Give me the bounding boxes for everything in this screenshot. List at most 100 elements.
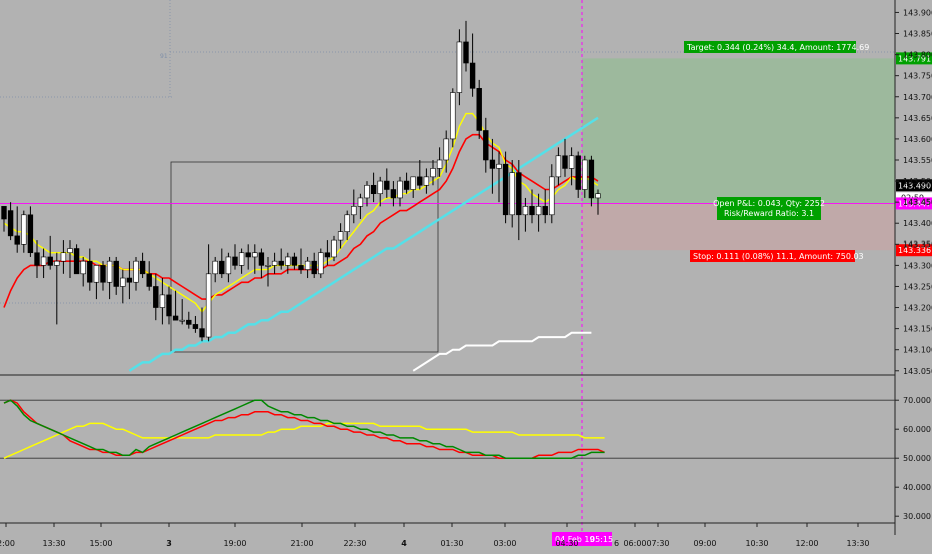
candle[interactable] — [47, 235, 53, 270]
candle[interactable] — [172, 290, 179, 321]
candle[interactable] — [166, 286, 172, 325]
candle[interactable] — [93, 265, 100, 300]
candle[interactable] — [1, 206, 7, 232]
candle[interactable] — [496, 151, 502, 203]
time-tick-label: 15:00 — [89, 539, 112, 548]
candle[interactable] — [14, 206, 20, 253]
candle[interactable] — [146, 261, 152, 291]
annotation-label: 91 — [160, 53, 168, 60]
candle-body — [278, 260, 284, 266]
candle[interactable] — [476, 79, 482, 139]
candle[interactable] — [245, 244, 251, 270]
candle[interactable] — [27, 206, 34, 257]
candle[interactable] — [463, 20, 469, 72]
candle[interactable] — [120, 269, 126, 304]
candle[interactable] — [258, 248, 265, 279]
candle[interactable] — [252, 244, 258, 274]
candle[interactable] — [469, 33, 476, 97]
candle[interactable] — [370, 172, 377, 203]
candle[interactable] — [384, 168, 390, 198]
candle[interactable] — [509, 159, 515, 228]
candle[interactable] — [549, 164, 555, 224]
candle[interactable] — [357, 193, 364, 220]
candle[interactable] — [87, 248, 93, 291]
candle[interactable] — [186, 311, 192, 329]
candle[interactable] — [529, 189, 535, 224]
candle[interactable] — [324, 240, 331, 266]
candle[interactable] — [291, 252, 298, 270]
candle[interactable] — [126, 261, 133, 300]
candle[interactable] — [80, 256, 86, 287]
candle[interactable] — [212, 256, 218, 283]
candle[interactable] — [397, 176, 403, 207]
candle[interactable] — [67, 240, 73, 279]
candle[interactable] — [542, 189, 548, 224]
candle[interactable] — [535, 193, 542, 232]
candle[interactable] — [423, 168, 430, 194]
candle[interactable] — [311, 252, 317, 279]
candle[interactable] — [304, 256, 311, 279]
candle[interactable] — [73, 244, 80, 275]
candle[interactable] — [555, 147, 562, 186]
candle[interactable] — [232, 244, 238, 270]
candle[interactable] — [522, 197, 529, 232]
candle-body — [463, 41, 469, 64]
candle[interactable] — [582, 155, 588, 198]
candle[interactable] — [21, 210, 27, 253]
candle-body — [60, 252, 67, 262]
candle[interactable] — [337, 223, 344, 249]
candle[interactable] — [575, 151, 581, 198]
candle[interactable] — [430, 159, 436, 186]
selection-rectangle[interactable] — [170, 161, 439, 353]
candle[interactable] — [568, 147, 575, 186]
candle[interactable] — [139, 252, 146, 279]
candle[interactable] — [199, 307, 205, 342]
candle[interactable] — [271, 252, 278, 274]
candle[interactable] — [351, 189, 357, 224]
candle[interactable] — [159, 278, 166, 325]
candle[interactable] — [60, 240, 67, 274]
candle[interactable] — [40, 248, 47, 279]
candle[interactable] — [133, 256, 139, 291]
candle[interactable] — [278, 248, 284, 270]
candle[interactable] — [298, 248, 304, 274]
candle[interactable] — [179, 299, 185, 325]
candle[interactable] — [34, 240, 40, 279]
candle[interactable] — [106, 256, 113, 300]
candle[interactable] — [410, 176, 416, 198]
candle[interactable] — [489, 138, 496, 194]
candle[interactable] — [516, 159, 522, 241]
candle[interactable] — [219, 248, 225, 279]
candle[interactable] — [225, 252, 232, 283]
candle[interactable] — [153, 273, 159, 321]
candle[interactable] — [502, 151, 509, 224]
candle[interactable] — [456, 29, 463, 106]
candle-body — [390, 189, 397, 199]
candle[interactable] — [588, 155, 595, 207]
candle[interactable] — [113, 256, 119, 295]
candle[interactable] — [318, 248, 324, 279]
candle[interactable] — [417, 159, 423, 190]
candle[interactable] — [331, 235, 337, 262]
candle[interactable] — [344, 210, 350, 241]
candle[interactable] — [443, 130, 449, 173]
candle[interactable] — [7, 202, 14, 241]
candle[interactable] — [403, 172, 410, 194]
candle[interactable] — [450, 88, 456, 148]
candle[interactable] — [192, 315, 199, 333]
candle[interactable] — [100, 261, 106, 291]
candle[interactable] — [377, 176, 383, 207]
candle[interactable] — [238, 248, 245, 274]
candle-body — [80, 260, 86, 275]
candle[interactable] — [54, 252, 60, 325]
candle[interactable] — [364, 181, 370, 207]
candle[interactable] — [483, 117, 489, 173]
candle[interactable] — [436, 147, 443, 177]
candle[interactable] — [562, 138, 568, 177]
candle[interactable] — [390, 181, 397, 207]
candle[interactable] — [205, 244, 212, 342]
candle[interactable] — [285, 252, 291, 274]
candle[interactable] — [265, 256, 271, 287]
candle[interactable] — [595, 189, 601, 215]
